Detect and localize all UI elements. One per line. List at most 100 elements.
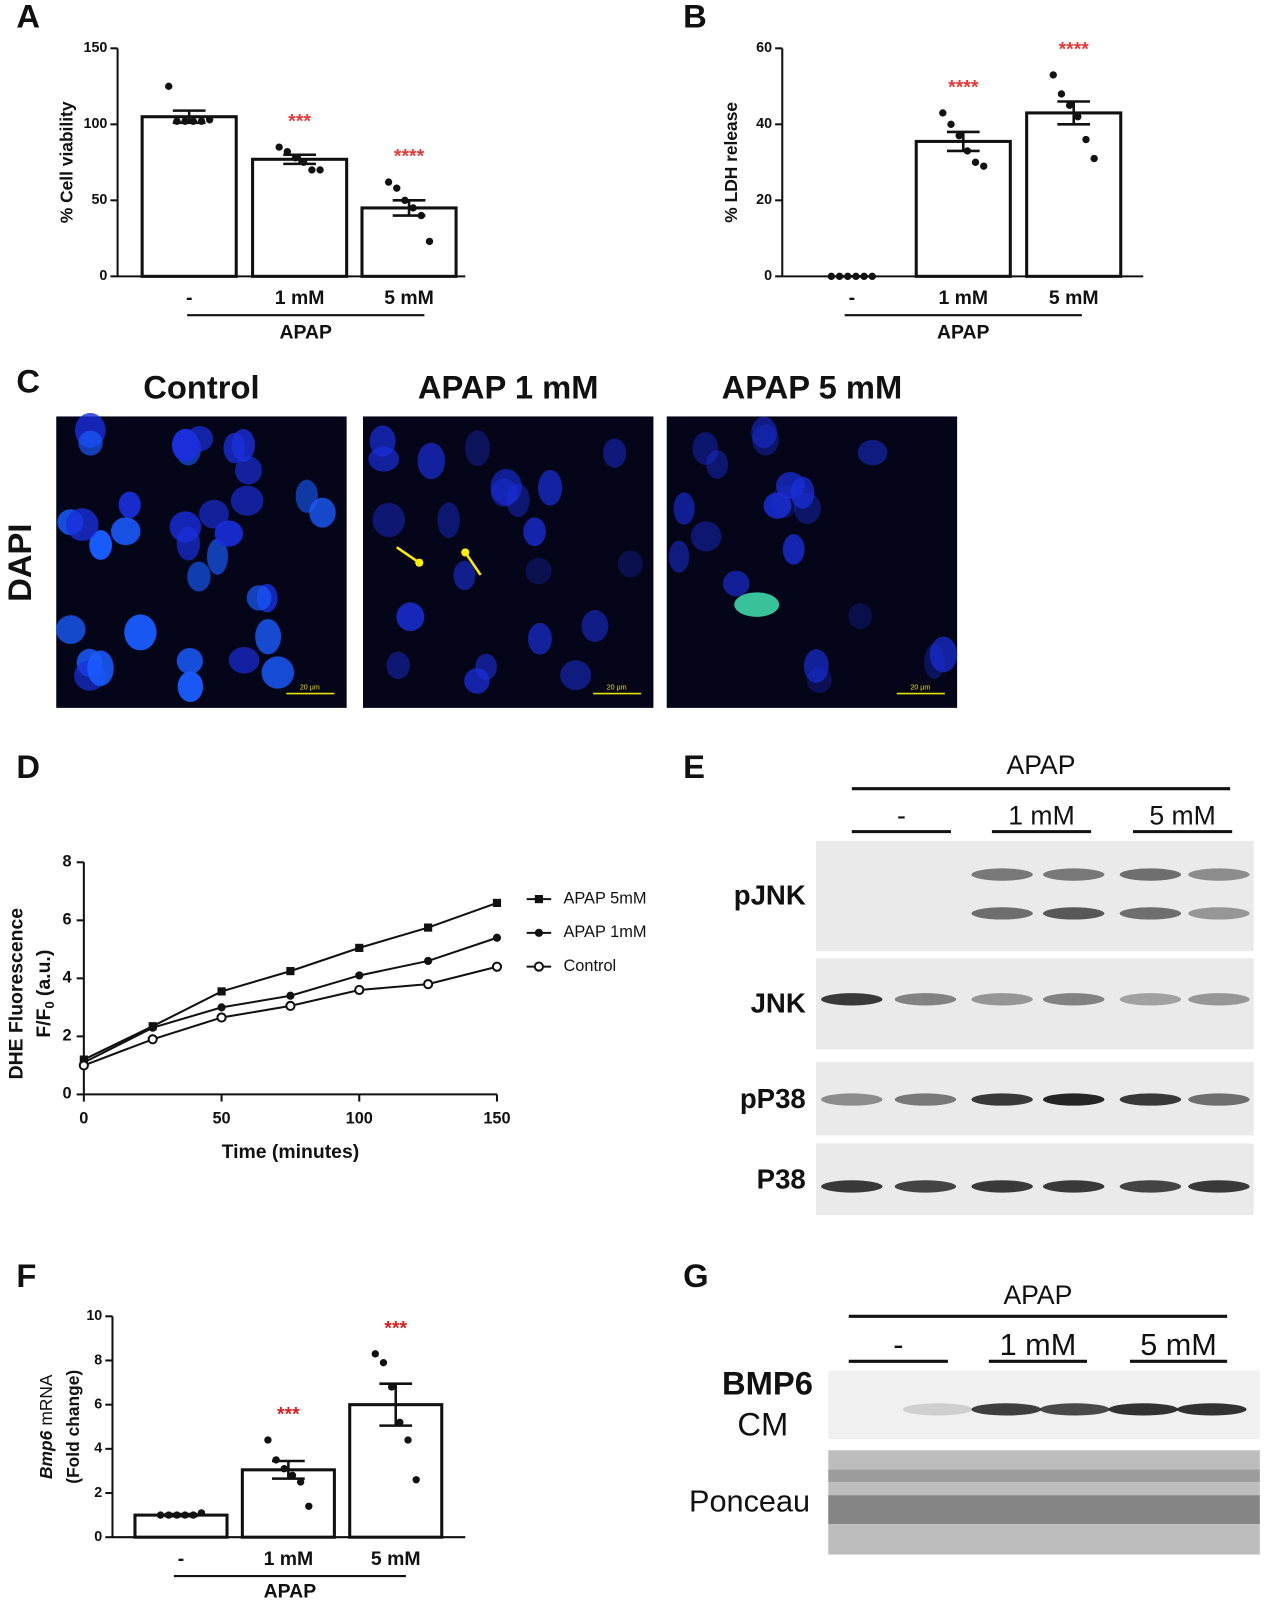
blot-band: [971, 1093, 1033, 1106]
blot-label: pP38: [740, 1083, 806, 1114]
image-title: APAP 5 mM: [722, 368, 903, 405]
nucleus: [89, 530, 113, 560]
blot-band: [971, 907, 1033, 920]
data-point: [216, 1012, 227, 1023]
ponceau-band: [828, 1469, 1260, 1482]
blot-band: [1176, 1403, 1247, 1416]
significance: ****: [948, 77, 979, 99]
row-label: DAPI: [1, 524, 38, 602]
blot: [816, 1143, 1254, 1216]
data-point: [491, 961, 503, 972]
group-label: 5 mM: [1149, 800, 1215, 830]
blot-band: [971, 993, 1033, 1006]
x-tick-label: 5 mM: [371, 1548, 421, 1570]
blot-band: [821, 993, 883, 1006]
x-tick-label: -: [849, 287, 855, 309]
data-point: [492, 933, 502, 942]
x-axis-label: Time (minutes): [222, 1141, 360, 1163]
data-point: [189, 117, 197, 125]
data-point: [197, 117, 206, 125]
y-tick-label: 100: [84, 116, 108, 132]
blot-label: JNK: [751, 988, 806, 1019]
data-point: [1057, 90, 1066, 98]
nucleus: [538, 469, 563, 506]
bar: [251, 157, 349, 278]
y-tick-label: 50: [91, 192, 107, 208]
data-point: [387, 1383, 396, 1391]
nucleus: [692, 432, 719, 465]
legend-label: APAP 5mM: [563, 889, 646, 907]
legend-marker: [534, 928, 543, 937]
data-point: [316, 166, 324, 174]
series-line: [83, 901, 498, 1061]
y-tick-label: 0: [94, 1529, 102, 1545]
nucleus: [723, 570, 750, 597]
series-line: [83, 936, 498, 1064]
blot-band: [1119, 1180, 1182, 1193]
data-point: [173, 117, 181, 125]
panel-letter: C: [16, 362, 40, 399]
data-point: [852, 272, 860, 281]
nucleus: [255, 618, 282, 655]
data-point: [425, 237, 434, 246]
panel-letter: B: [683, 0, 707, 34]
y-axis-label-2-text: F/F: [33, 1008, 55, 1037]
data-point: [189, 1511, 197, 1519]
data-point: [423, 979, 434, 990]
x-tick-label: 0: [79, 1109, 88, 1127]
blot-band: [1039, 1403, 1110, 1416]
data-point: [286, 967, 295, 976]
data-point: [291, 154, 300, 162]
x-tick-label: 100: [346, 1109, 373, 1127]
scale-bar-label: 20 µm: [300, 683, 320, 691]
data-point: [217, 1003, 226, 1012]
data-point: [280, 1465, 288, 1473]
blot: [828, 1370, 1260, 1440]
data-point: [296, 1478, 305, 1486]
y-tick-label: 60: [756, 40, 772, 56]
data-point: [147, 1034, 158, 1045]
data-point: [1049, 71, 1057, 79]
data-point: [424, 956, 433, 966]
nucleus: [261, 656, 295, 689]
data-point: [963, 147, 972, 155]
y-tick-label: 0: [62, 1085, 71, 1103]
data-point: [148, 1023, 157, 1032]
data-point: [424, 923, 433, 932]
y-tick-label: 4: [62, 969, 72, 987]
blot-label: Ponceau: [689, 1485, 810, 1519]
data-point: [156, 1511, 165, 1519]
blot-band: [1119, 993, 1182, 1006]
group-label: APAP: [264, 1581, 317, 1603]
nucleus: [223, 432, 246, 464]
data-point: [980, 162, 988, 170]
data-point: [354, 984, 365, 996]
ponceau-band: [828, 1495, 1260, 1524]
data-point: [409, 204, 417, 212]
highlight-cell: [734, 592, 780, 617]
nucleus: [230, 485, 264, 516]
nucleus: [751, 416, 778, 449]
blot-band: [971, 868, 1033, 881]
group-label: APAP: [280, 322, 333, 344]
nucleus: [187, 561, 211, 592]
nucleus: [368, 446, 400, 472]
legend-label: APAP 1mM: [563, 923, 646, 941]
blot-band: [1188, 868, 1250, 881]
nucleus: [235, 456, 262, 485]
data-point: [355, 943, 364, 952]
scale-bar-label: 20 µm: [910, 683, 930, 691]
y-tick-label: 150: [84, 40, 108, 56]
nucleus: [176, 647, 203, 675]
x-tick-label: 5 mM: [384, 287, 434, 309]
x-tick-label: -: [186, 287, 192, 309]
y-axis-label-2: F/F0 (a.u.): [33, 950, 57, 1038]
nucleus: [782, 534, 805, 565]
nucleus: [453, 560, 476, 591]
data-point: [384, 178, 393, 186]
blot-band: [1119, 907, 1182, 920]
data-point: [308, 166, 316, 174]
data-point: [947, 120, 955, 129]
